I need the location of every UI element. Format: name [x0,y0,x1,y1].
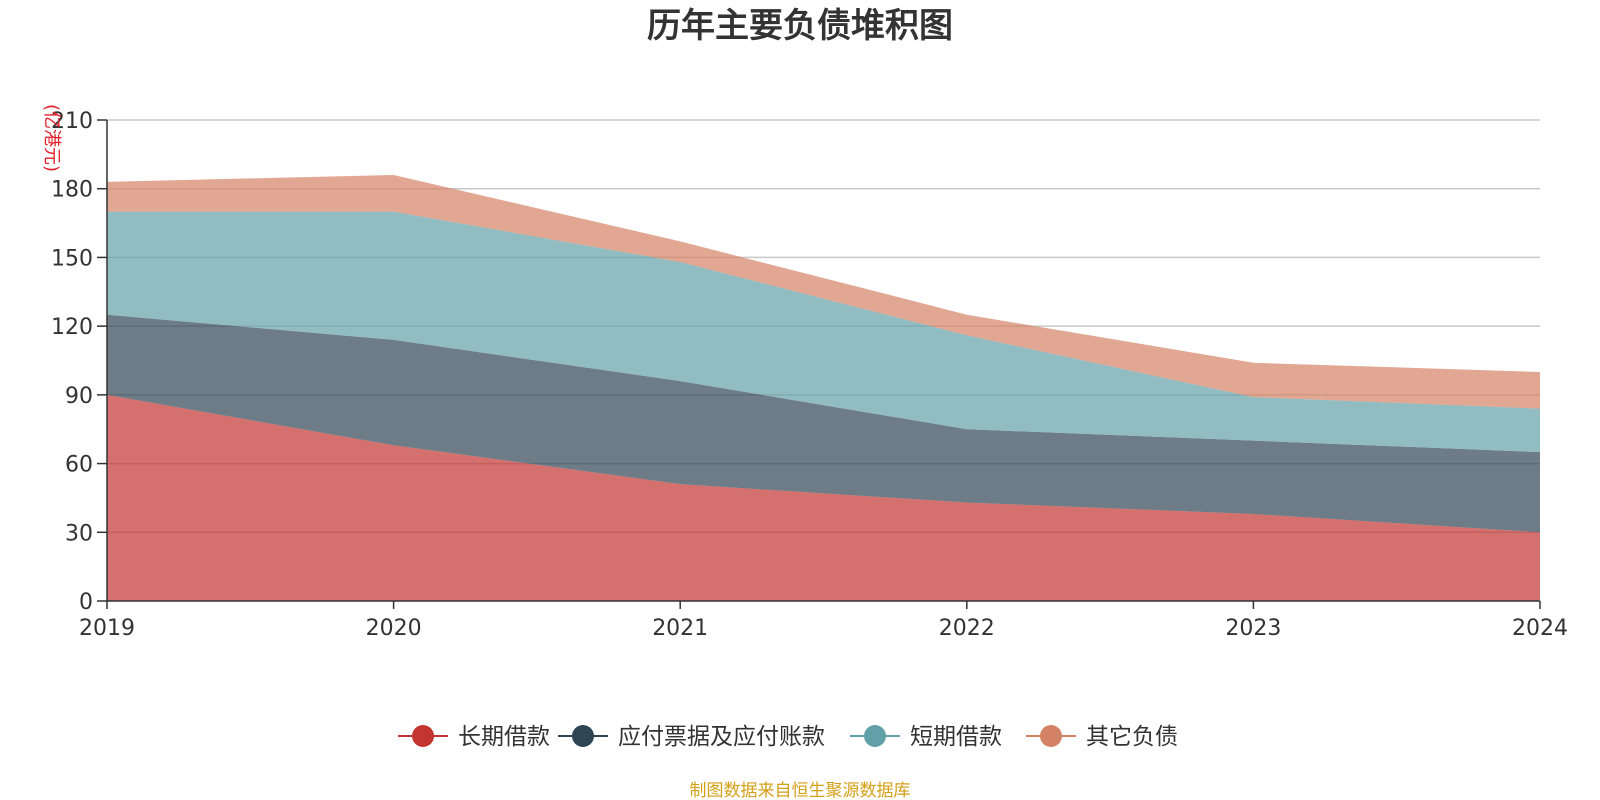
y-tick-label: 180 [51,178,93,203]
x-tick-label: 2020 [366,616,422,641]
area-series-1 [107,394,1540,601]
legend-marker [412,725,434,747]
source-note: 制图数据来自恒生聚源数据库 [690,781,911,800]
legend-marker [572,725,594,747]
y-tick-label: 30 [65,521,93,546]
y-tick-label: 90 [65,384,93,409]
legend-marker [1040,725,1062,747]
y-tick-label: 150 [51,246,93,271]
x-tick-label: 2024 [1512,616,1568,641]
area-series-4 [107,174,1540,409]
legend-item: 长期借款 [398,724,550,750]
legend-label: 长期借款 [458,724,550,750]
y-tick-label: 120 [51,315,93,340]
legend-label: 其它负债 [1086,724,1178,750]
axes: 0 30 60 90 120 150 180 210 2019 2020 2021 2022 2023 2… [51,109,1568,641]
x-tick-label: 2021 [652,616,708,641]
x-tick-label: 2022 [939,616,995,641]
chart-title: 历年主要负债堆积图 [647,6,953,46]
area-series-2 [107,314,1540,533]
area-series-3 [107,211,1540,453]
legend: 长期借款 应付票据及应付账款 短期借款 其它负债 [398,724,1178,750]
x-tick-label: 2023 [1225,616,1281,641]
legend-label: 短期借款 [910,724,1002,750]
x-tick-label: 2019 [79,616,135,641]
y-tick-label: 0 [79,590,93,615]
area-series-group [107,174,1540,601]
legend-item: 应付票据及应付账款 [558,724,825,750]
legend-label: 应付票据及应付账款 [618,724,825,750]
y-tick-label: 210 [51,109,93,134]
y-axis-unit-label: (亿港元) [41,104,62,172]
legend-marker [864,725,886,747]
legend-item: 其它负债 [1026,724,1178,750]
y-tick-label: 60 [65,453,93,478]
legend-item: 短期借款 [850,724,1002,750]
